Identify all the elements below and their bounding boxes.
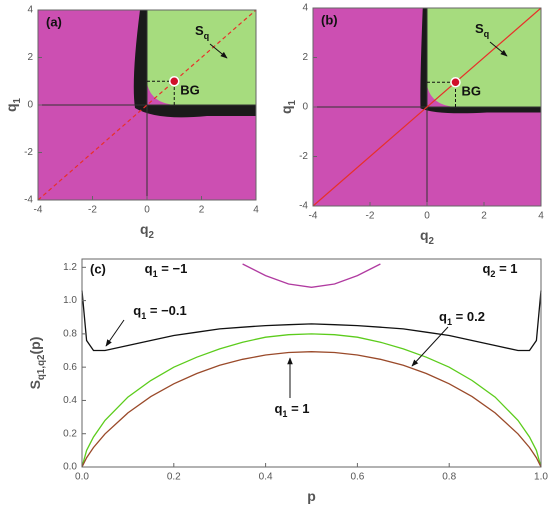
y-tick-label: 1.0 bbox=[63, 295, 77, 306]
region-label: Sq bbox=[475, 21, 489, 39]
y-axis-title-part: S bbox=[27, 380, 43, 389]
y-axis-title-part: q bbox=[278, 105, 294, 114]
point-label: BG bbox=[180, 83, 200, 98]
y-tick-label: 1.2 bbox=[63, 262, 77, 273]
series-label-part: = −0.1 bbox=[146, 303, 186, 318]
panel-label: (b) bbox=[321, 12, 338, 27]
y-tick-label: 4 bbox=[302, 3, 308, 14]
series-label-part: q bbox=[133, 303, 141, 318]
y-axis-title-part: 1 bbox=[12, 97, 23, 103]
plot-frame bbox=[81, 258, 542, 468]
diagonal-line bbox=[312, 7, 542, 207]
y-axis-title: q1 bbox=[278, 99, 298, 114]
plot-frame bbox=[312, 7, 542, 207]
x-tick-label: -4 bbox=[34, 205, 43, 216]
x-axis-title: q2 bbox=[140, 221, 155, 241]
y-tick-label: 0 bbox=[27, 100, 33, 111]
series-label-part: 1 bbox=[153, 269, 158, 279]
bg-point bbox=[450, 77, 461, 88]
series-label: q1 = 0.2 bbox=[439, 309, 485, 327]
y-tick-label: -4 bbox=[24, 195, 33, 206]
x-tick-label: -2 bbox=[88, 205, 97, 216]
series-label-part: q bbox=[439, 309, 447, 324]
series-label-part: q bbox=[274, 401, 282, 416]
region-label-part: q bbox=[204, 31, 210, 41]
x-tick-label: -4 bbox=[309, 211, 318, 222]
y-axis-title: Sq1,q2(p) bbox=[27, 337, 47, 390]
x-tick-label: 0.0 bbox=[75, 472, 89, 483]
panel-label: (a) bbox=[46, 14, 62, 29]
x-tick-label: 0 bbox=[424, 211, 430, 222]
series-line bbox=[81, 351, 542, 468]
series-label-part: 1 bbox=[141, 311, 146, 321]
y-tick-label: 0.2 bbox=[63, 428, 77, 439]
y-axis-title-part: q bbox=[3, 103, 19, 112]
series-line bbox=[81, 333, 542, 468]
series-line bbox=[242, 263, 381, 288]
region-label-part: S bbox=[195, 23, 204, 38]
x-tick-label: 0.4 bbox=[259, 472, 273, 483]
series-line bbox=[81, 290, 542, 352]
plot-frame bbox=[37, 9, 257, 201]
x-axis-title-part: p bbox=[307, 488, 316, 504]
y-tick-label: 2 bbox=[302, 52, 308, 63]
y-axis-title-part: (p) bbox=[27, 337, 43, 355]
y-tick-label: 0 bbox=[302, 102, 308, 113]
y-tick-label: 2 bbox=[27, 52, 33, 63]
x-tick-label: 0 bbox=[144, 205, 150, 216]
series-label-part: 1 bbox=[447, 317, 452, 327]
y-tick-label: -4 bbox=[299, 201, 308, 212]
x-tick-label: 0.2 bbox=[167, 472, 181, 483]
y-tick-label: 4 bbox=[27, 5, 33, 16]
x-axis-title: q2 bbox=[420, 227, 435, 247]
series-label: q1 = −1 bbox=[145, 261, 188, 279]
point-label: BG bbox=[462, 84, 482, 99]
diagonal-line bbox=[37, 9, 257, 201]
x-tick-label: 0.8 bbox=[442, 472, 456, 483]
y-tick-label: 0.6 bbox=[63, 362, 77, 373]
label-arrow bbox=[411, 326, 449, 367]
series-label-part: q bbox=[145, 261, 153, 276]
series-label-part: = −1 bbox=[158, 261, 188, 276]
y-tick-label: -2 bbox=[24, 147, 33, 158]
region-arrow bbox=[209, 43, 228, 59]
series-label-part: = 0.2 bbox=[452, 309, 485, 324]
y-tick-label: -2 bbox=[299, 151, 308, 162]
x-axis-title-part: q bbox=[140, 221, 149, 237]
x-tick-label: -2 bbox=[366, 211, 375, 222]
y-axis-title-part: q1,q2 bbox=[36, 354, 47, 380]
region-label: Sq bbox=[195, 23, 209, 41]
x-tick-label: 0.6 bbox=[350, 472, 364, 483]
note-label: q2 = 1 bbox=[482, 261, 517, 279]
series-label-part: = 1 bbox=[287, 401, 309, 416]
y-tick-label: 0.4 bbox=[63, 395, 77, 406]
x-tick-label: 4 bbox=[253, 205, 259, 216]
region-label-part: S bbox=[475, 21, 484, 36]
note-label-part: q bbox=[482, 261, 490, 276]
y-tick-label: 0.8 bbox=[63, 329, 77, 340]
note-label-part: 2 bbox=[490, 269, 495, 279]
x-axis-title: p bbox=[307, 488, 316, 504]
x-tick-label: 4 bbox=[538, 211, 544, 222]
x-axis-title-part: q bbox=[420, 227, 429, 243]
label-arrow bbox=[105, 319, 125, 347]
bg-point bbox=[169, 76, 180, 87]
note-label-part: = 1 bbox=[495, 261, 517, 276]
x-axis-title-part: 2 bbox=[429, 236, 435, 247]
x-tick-label: 2 bbox=[199, 205, 205, 216]
y-tick-label: 0.0 bbox=[63, 462, 77, 473]
series-label: q1 = −0.1 bbox=[133, 303, 187, 321]
series-label: q1 = 1 bbox=[274, 401, 309, 419]
panel-label: (c) bbox=[90, 261, 106, 276]
region-label-part: q bbox=[484, 29, 490, 39]
y-axis-title-part: 1 bbox=[287, 99, 298, 105]
x-axis-title-part: 2 bbox=[149, 230, 155, 241]
x-tick-label: 2 bbox=[481, 211, 487, 222]
x-tick-label: 1.0 bbox=[534, 472, 548, 483]
series-label-part: 1 bbox=[282, 409, 287, 419]
region-arrow bbox=[489, 41, 508, 57]
y-axis-title: q1 bbox=[3, 97, 23, 112]
